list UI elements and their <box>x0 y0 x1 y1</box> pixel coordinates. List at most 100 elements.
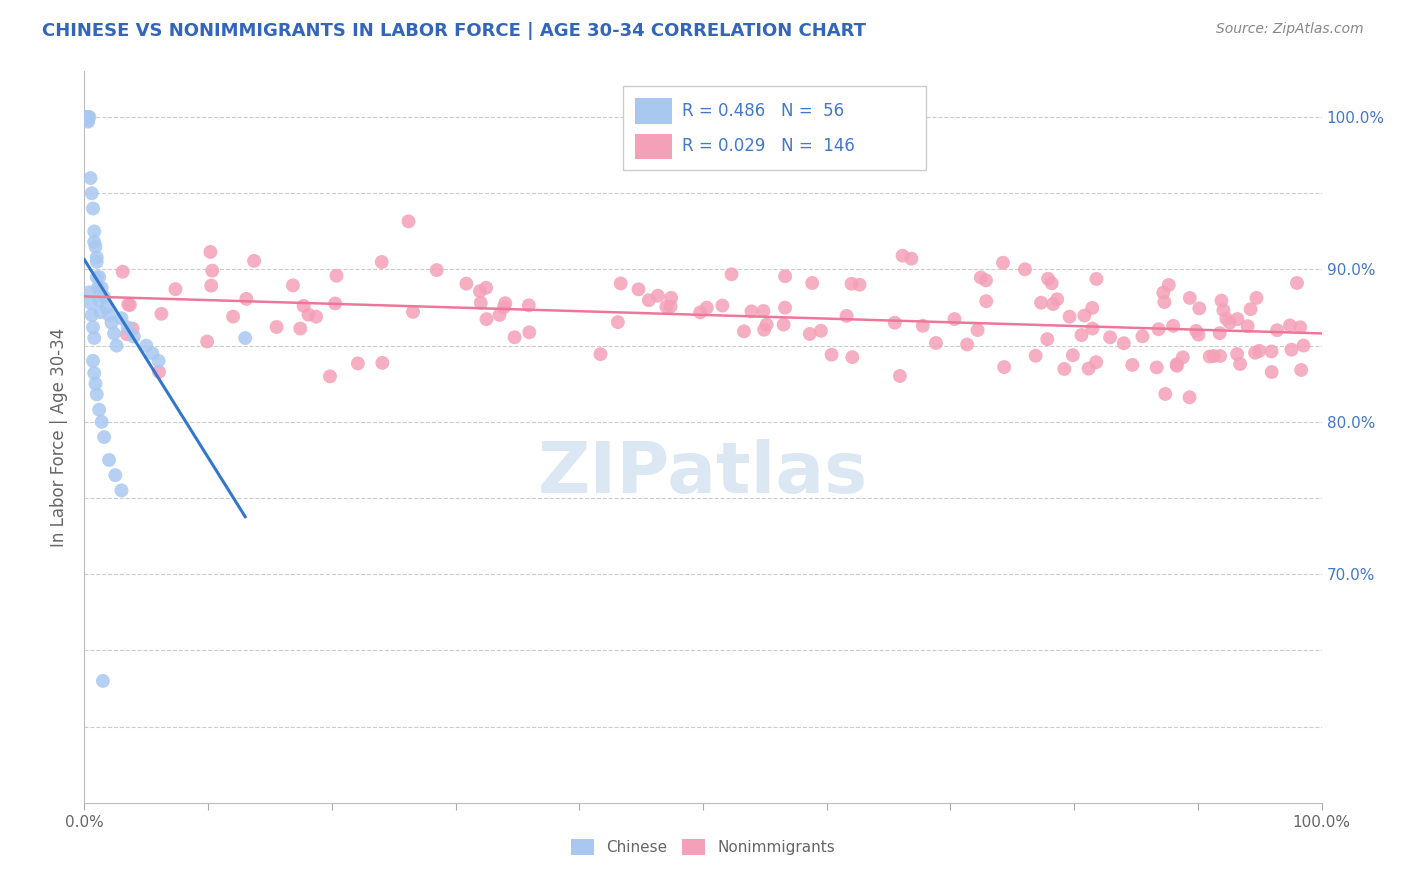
Point <box>93 290 115 304</box>
Point <box>89 293 111 307</box>
Point <box>402 305 425 319</box>
Point <box>93 430 115 444</box>
Point <box>966 323 988 337</box>
Text: Source: ZipAtlas.com: Source: ZipAtlas.com <box>1216 22 1364 37</box>
Point <box>1209 349 1232 363</box>
Point <box>659 300 682 314</box>
Point <box>1166 359 1188 373</box>
Point <box>606 315 628 329</box>
Point <box>371 255 394 269</box>
Point <box>647 289 669 303</box>
Point <box>83 224 105 238</box>
Point <box>637 293 659 308</box>
Point <box>79 110 101 124</box>
Point <box>80 308 103 322</box>
Point <box>100 316 122 330</box>
Point <box>925 336 948 351</box>
Point <box>89 402 111 417</box>
Point <box>991 256 1014 270</box>
Point <box>1081 321 1104 335</box>
Point <box>141 346 163 360</box>
Point <box>195 334 218 349</box>
Point <box>371 356 394 370</box>
Point <box>1211 293 1233 308</box>
Point <box>1226 347 1249 361</box>
Point <box>1219 316 1241 330</box>
Point <box>752 304 775 318</box>
Point <box>150 307 173 321</box>
Point <box>488 308 510 322</box>
Point <box>89 270 111 285</box>
Point <box>517 298 540 312</box>
Point <box>475 281 498 295</box>
Point <box>841 277 863 291</box>
Point <box>89 305 111 319</box>
Point <box>117 320 139 334</box>
Point <box>233 331 256 345</box>
Point <box>323 296 346 310</box>
Point <box>1171 351 1194 365</box>
Point <box>1085 355 1108 369</box>
Point <box>752 323 775 337</box>
Point <box>1260 344 1282 359</box>
Point <box>1154 387 1177 401</box>
Point <box>83 235 105 249</box>
Point <box>104 468 127 483</box>
Point <box>773 269 796 284</box>
Point <box>1062 348 1084 362</box>
Point <box>517 326 540 340</box>
Point <box>201 263 224 277</box>
Point <box>589 347 612 361</box>
Point <box>1059 310 1081 324</box>
Point <box>1157 278 1180 293</box>
Point <box>627 282 650 296</box>
Point <box>1229 357 1251 371</box>
Point <box>1121 358 1143 372</box>
Point <box>711 299 734 313</box>
Point <box>1215 311 1237 326</box>
Point <box>696 301 718 315</box>
Point <box>84 376 107 391</box>
Point <box>121 321 143 335</box>
Point <box>1260 365 1282 379</box>
Point <box>200 244 222 259</box>
Point <box>80 186 103 201</box>
Point <box>105 339 128 353</box>
Point <box>1265 323 1288 337</box>
Point <box>655 300 678 314</box>
Point <box>1289 320 1312 334</box>
Point <box>1292 338 1315 352</box>
Point <box>222 310 245 324</box>
Point <box>86 250 108 264</box>
Point <box>135 339 157 353</box>
Point <box>974 294 997 309</box>
Point <box>820 348 842 362</box>
Point <box>1208 326 1230 341</box>
Point <box>90 281 112 295</box>
Point <box>1289 363 1312 377</box>
Point <box>243 253 266 268</box>
Point <box>740 304 762 318</box>
Point <box>110 311 132 326</box>
Point <box>79 285 101 300</box>
Point <box>1188 301 1211 316</box>
Point <box>347 356 370 370</box>
Point <box>325 268 347 283</box>
Point <box>82 202 104 216</box>
Point <box>83 366 105 380</box>
Point <box>1278 318 1301 333</box>
Point <box>883 316 905 330</box>
Point <box>79 296 101 310</box>
Point <box>305 310 328 324</box>
Point <box>77 114 100 128</box>
Point <box>76 112 98 126</box>
Point <box>503 330 526 344</box>
Point <box>200 278 222 293</box>
Text: R = 0.486   N =  56: R = 0.486 N = 56 <box>682 102 844 120</box>
Point <box>470 295 492 310</box>
Point <box>1226 312 1249 326</box>
Point <box>297 308 319 322</box>
Point <box>755 318 778 332</box>
Point <box>86 387 108 401</box>
Point <box>1025 349 1047 363</box>
